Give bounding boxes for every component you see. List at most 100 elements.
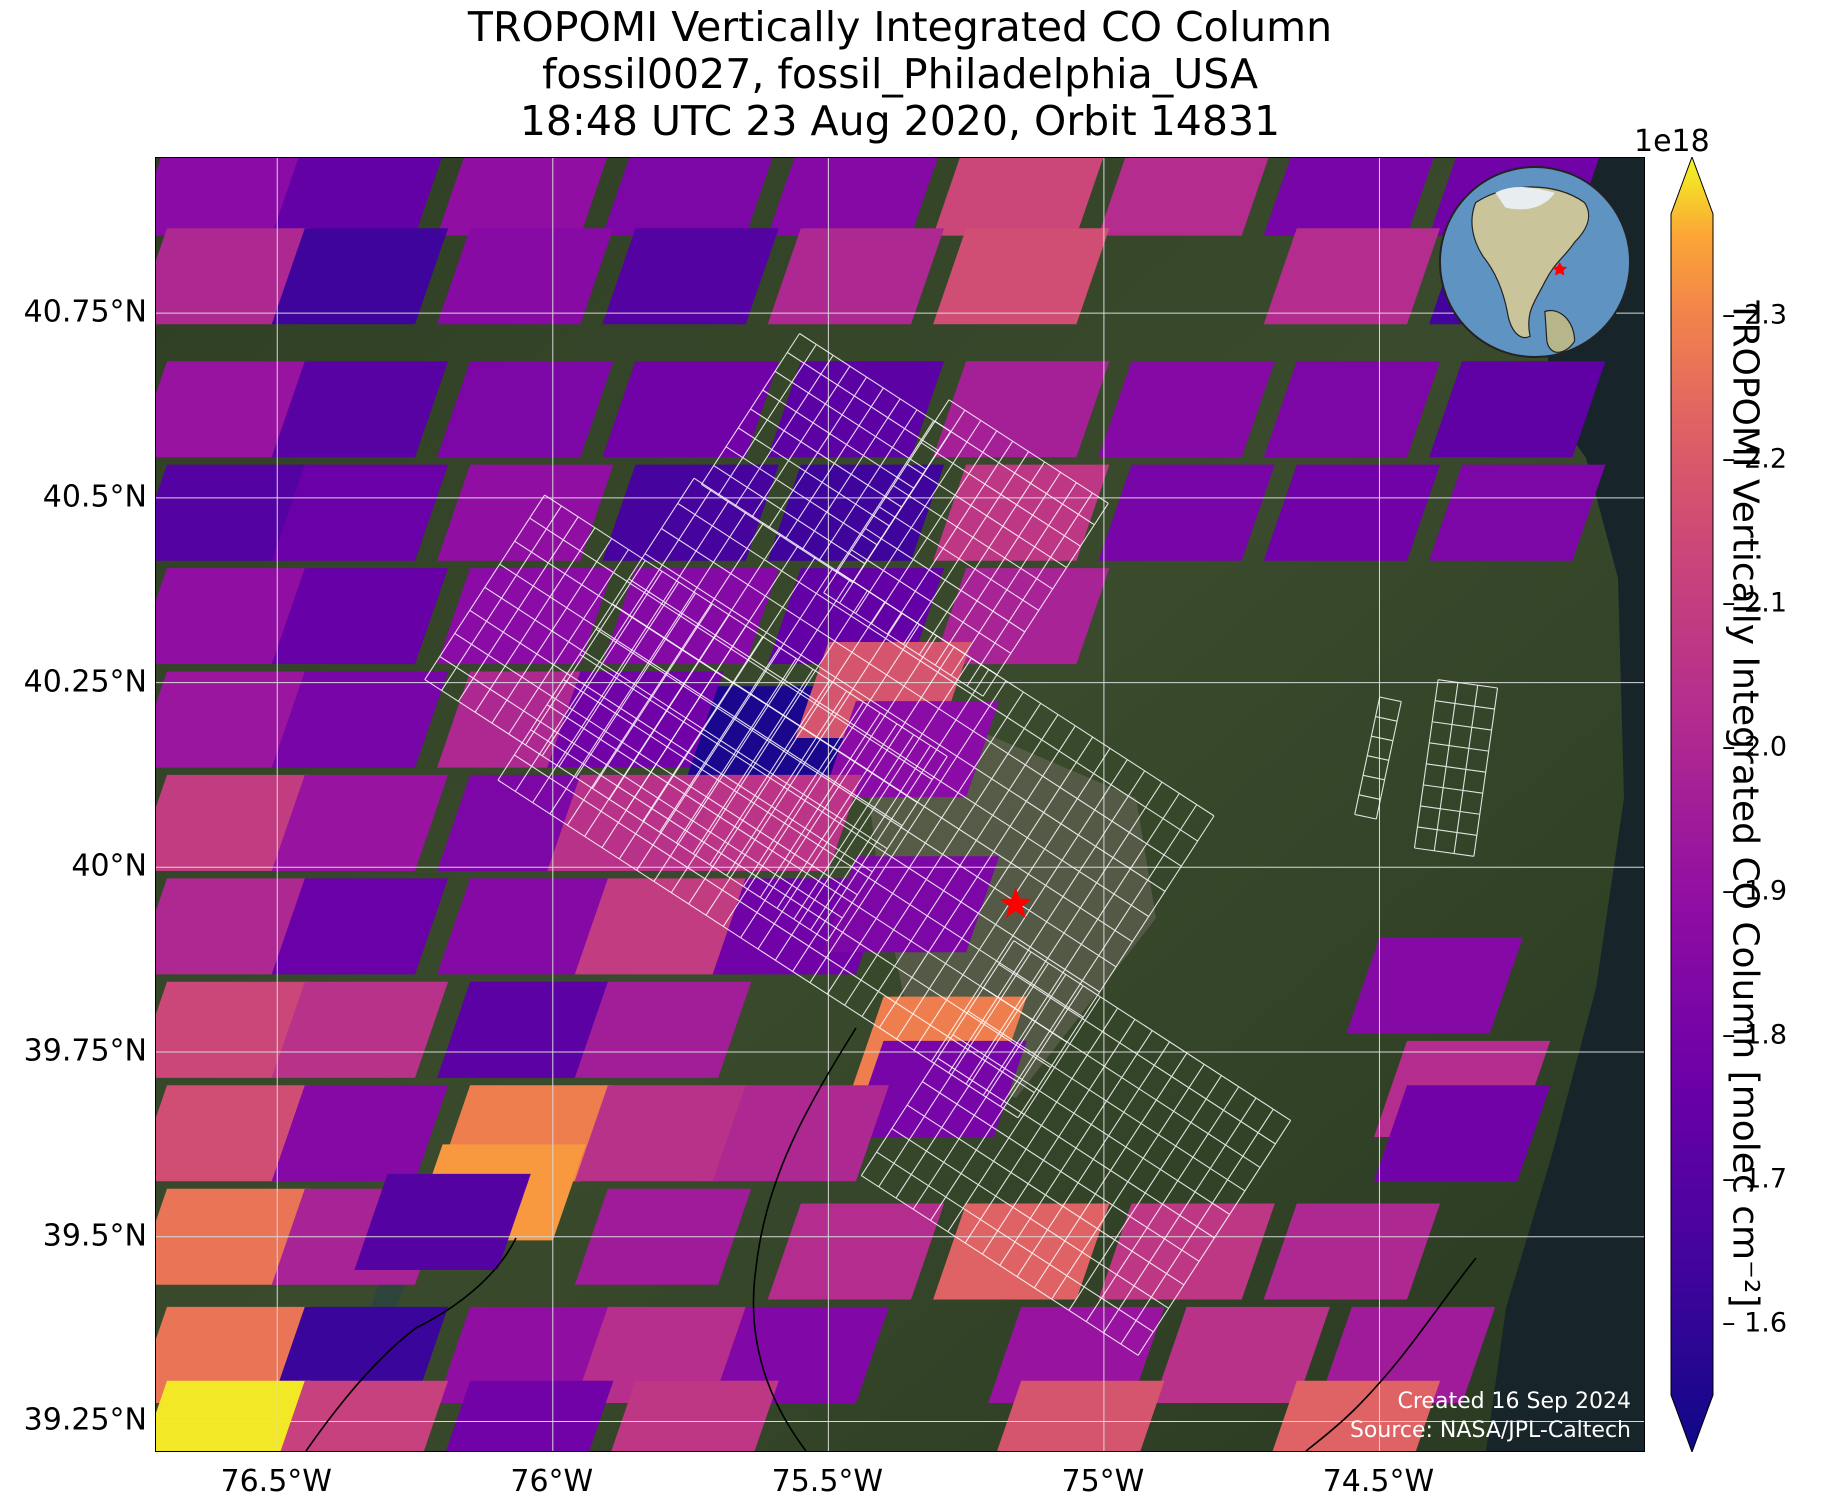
co-pixel-14 (933, 228, 1110, 325)
co-pixel-23 (1098, 361, 1275, 458)
co-pixel-3 (602, 158, 773, 236)
globe-arctic-ice (1495, 186, 1555, 210)
lat-tick-label: 39.5°N (42, 1218, 147, 1254)
lon-tick-label: 75°W (1061, 1464, 1145, 1499)
lat-tick-label: 40.5°N (42, 479, 147, 515)
footprint-strip-narrow (1354, 696, 1402, 820)
co-pixel-27 (271, 464, 449, 561)
co-pixel-41 (156, 671, 311, 768)
title-line-1: TROPOMI Vertically Integrated CO Column (467, 3, 1333, 51)
co-pixel-86 (1318, 1306, 1496, 1403)
co-pixel-22 (933, 361, 1110, 458)
lat-tick-label: 39.25°N (23, 1402, 147, 1438)
co-pixel-18 (271, 361, 449, 458)
co-pixel-92 (1272, 1380, 1441, 1451)
co-pixel-79 (156, 1306, 311, 1403)
lat-tick-label: 40.25°N (23, 664, 147, 700)
colorbar-tick-label: – 2.1 (1722, 587, 1788, 619)
basemap-bay (356, 1158, 456, 1451)
co-pixel-68 (574, 1085, 752, 1182)
colorbar-tick-label: – 2.0 (1722, 731, 1788, 763)
nj-coast-outline (1305, 1257, 1477, 1451)
colorbar-tick-label: – 1.6 (1722, 1307, 1788, 1339)
co-pixel-33 (1263, 464, 1441, 561)
credit-source: Source: NASA/JPL-Caltech (1349, 1418, 1631, 1443)
colorbar-tick-label: – 2.2 (1722, 443, 1788, 475)
co-pixel-89 (445, 1380, 614, 1451)
co-pixel-62 (574, 981, 752, 1078)
basemap-ocean (1486, 158, 1644, 1451)
colorbar-tick-label: – 1.7 (1722, 1163, 1788, 1195)
co-pixel-53 (156, 878, 311, 975)
lon-tick-label: 75.5°W (771, 1464, 884, 1499)
lat-tick-label: 40°N (71, 848, 147, 884)
co-pixel-1 (271, 158, 442, 236)
co-pixel-39 (767, 568, 945, 665)
map-svg (156, 158, 1644, 1451)
co-pixel-91 (997, 1380, 1165, 1451)
footprint-grid-layer (424, 333, 1499, 1356)
co-pixel-81 (437, 1306, 614, 1403)
credit-created: Created 16 Sep 2024 (1397, 1389, 1632, 1414)
co-pixel-30 (767, 464, 945, 561)
co-pixel-66 (271, 1085, 449, 1182)
footprint-swath-south (860, 940, 1292, 1356)
co-pixel-17 (156, 361, 311, 458)
colorbar-tick-label: – 1.8 (1722, 1019, 1788, 1051)
co-pixel-28 (437, 464, 614, 561)
co-pixel-73 (354, 1173, 531, 1270)
co-pixel-36 (271, 568, 449, 665)
footprint-swath-north (823, 399, 1109, 697)
globe-star-icon (1552, 262, 1568, 276)
target-star-icon (999, 887, 1032, 918)
co-pixel-83 (712, 1306, 889, 1403)
co-pixel-69 (712, 1085, 889, 1182)
co-pixel-24 (1263, 361, 1441, 458)
globe-north-america (1471, 186, 1590, 339)
co-pixel-40 (933, 568, 1110, 665)
co-pixel-11 (437, 228, 614, 325)
co-pixel-21 (767, 361, 945, 458)
globe-inset (1438, 165, 1632, 359)
lon-tick-label: 74.5°W (1322, 1464, 1435, 1499)
chesapeake-coast-outline (305, 1237, 517, 1451)
co-pixel-10 (271, 228, 449, 325)
lat-tick-label: 39.75°N (23, 1033, 147, 1069)
co-pixel-2 (437, 158, 608, 236)
co-pixel-9 (156, 228, 311, 325)
title-line-2: fossil0027, fossil_Philadelphia_USA (541, 50, 1259, 98)
co-pixel-47 (822, 701, 1000, 798)
lat-tick-label: 40.75°N (23, 294, 147, 330)
co-pixel-layer (156, 158, 1606, 1451)
co-pixel-87 (156, 1380, 311, 1451)
co-pixel-19 (437, 361, 614, 458)
target-star-marker[interactable] (999, 887, 1032, 918)
lon-tick-label: 76°W (510, 1464, 594, 1499)
lon-tick-label: 76.5°W (220, 1464, 332, 1499)
title-line-3: 18:48 UTC 23 Aug 2020, Orbit 14831 (519, 97, 1281, 145)
co-pixel-25 (1429, 361, 1606, 458)
co-pixel-85 (1153, 1306, 1330, 1403)
co-pixel-7 (1263, 158, 1434, 236)
co-pixel-56 (574, 878, 752, 975)
co-pixel-59 (156, 981, 311, 1078)
co-pixel-42 (271, 671, 449, 768)
co-pixel-77 (1098, 1203, 1275, 1300)
co-pixel-93 (1346, 937, 1523, 1034)
co-pixel-55 (437, 878, 614, 975)
co-pixel-82 (574, 1306, 752, 1403)
figure-title: TROPOMI Vertically Integrated CO Column … (155, 4, 1645, 145)
colorbar-tick-label: – 2.3 (1722, 299, 1788, 331)
globe-south-america (1544, 309, 1576, 353)
footprint-strip-east (1413, 679, 1499, 857)
co-pixel-90 (611, 1380, 779, 1451)
co-pixel-32 (1098, 464, 1275, 561)
co-pixel-38 (602, 568, 779, 665)
co-pixel-54 (271, 878, 449, 975)
colorbar-label: TROPOMI Vertically Integrated CO Column … (1724, 300, 1766, 1308)
map-panel[interactable] (155, 157, 1645, 1452)
delaware-river-outline (752, 1027, 857, 1451)
co-pixel-13 (767, 228, 945, 325)
co-pixel-26 (156, 464, 311, 561)
co-pixel-4 (767, 158, 938, 236)
